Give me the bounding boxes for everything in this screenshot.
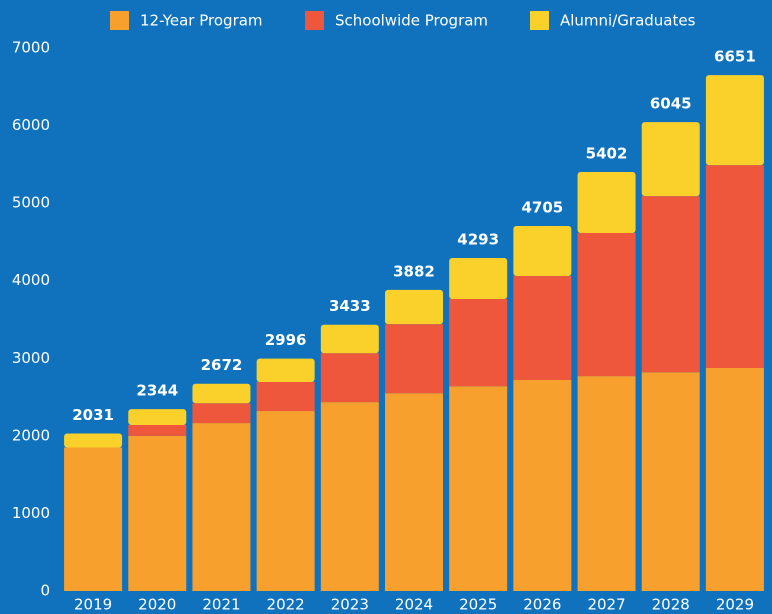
bar-segment	[385, 393, 443, 591]
total-label: 6651	[714, 48, 756, 66]
x-tick-label: 2028	[652, 596, 690, 614]
bar-segment	[513, 276, 572, 381]
x-tick-label: 2024	[395, 596, 433, 614]
legend-swatch	[110, 11, 129, 30]
bar-segment	[577, 376, 636, 591]
total-label: 6045	[650, 95, 692, 113]
bar-segment	[320, 324, 379, 354]
total-label: 2344	[136, 382, 178, 400]
bar-segment	[449, 298, 508, 387]
bar-segment	[192, 423, 251, 591]
total-label: 4705	[521, 199, 563, 217]
bar-segment	[577, 233, 636, 377]
bar-segment	[513, 226, 572, 277]
y-tick-label: 5000	[12, 194, 50, 212]
y-tick-label: 1000	[12, 504, 50, 522]
y-tick-label: 4000	[12, 271, 50, 289]
bar-segment	[64, 433, 123, 448]
bar-segment	[449, 257, 508, 299]
bar-segment	[449, 386, 508, 591]
bar-segment	[256, 358, 315, 382]
total-label: 3433	[329, 297, 371, 315]
bar-segment	[192, 383, 251, 404]
bar-segment	[192, 403, 251, 424]
x-tick-label: 2023	[331, 596, 369, 614]
bar-segment	[256, 381, 315, 412]
bar-segment	[385, 289, 443, 325]
y-tick-label: 3000	[12, 349, 50, 367]
y-tick-label: 2000	[12, 426, 50, 444]
x-tick-label: 2020	[138, 596, 176, 614]
bar-segment	[641, 372, 700, 591]
total-label: 5402	[586, 144, 628, 162]
bar-segment	[128, 435, 187, 591]
bar-segment	[513, 380, 572, 591]
legend-label: 12-Year Program	[140, 12, 263, 30]
bar-segment	[705, 367, 764, 591]
bar-segment	[385, 324, 443, 394]
x-tick-label: 2022	[267, 596, 305, 614]
legend-swatch	[530, 11, 549, 30]
total-label: 2996	[265, 331, 307, 349]
x-tick-label: 2019	[74, 596, 112, 614]
bar-segment	[320, 402, 379, 591]
x-tick-label: 2025	[459, 596, 497, 614]
x-tick-label: 2026	[523, 596, 561, 614]
legend-label: Alumni/Graduates	[560, 12, 696, 30]
y-tick-label: 6000	[12, 116, 50, 134]
bar-segment	[64, 447, 123, 591]
bar-segment	[641, 122, 700, 197]
legend-label: Schoolwide Program	[335, 12, 488, 30]
bar-segment	[256, 411, 315, 591]
y-tick-label: 7000	[12, 39, 50, 57]
bar-segment	[705, 75, 764, 166]
bar-segment	[705, 165, 764, 368]
bar-segment	[641, 196, 700, 373]
total-label: 2672	[201, 356, 243, 374]
y-tick-label: 0	[40, 582, 50, 600]
x-tick-label: 2021	[202, 596, 240, 614]
bar-segment	[128, 409, 187, 425]
total-label: 4293	[457, 230, 499, 248]
bar-segment	[128, 424, 187, 436]
bar-segment	[577, 171, 636, 234]
x-tick-label: 2029	[716, 596, 754, 614]
total-label: 2031	[72, 406, 114, 424]
legend-swatch	[305, 11, 324, 30]
x-tick-label: 2027	[587, 596, 625, 614]
total-label: 3882	[393, 262, 435, 280]
bar-segment	[320, 353, 379, 403]
